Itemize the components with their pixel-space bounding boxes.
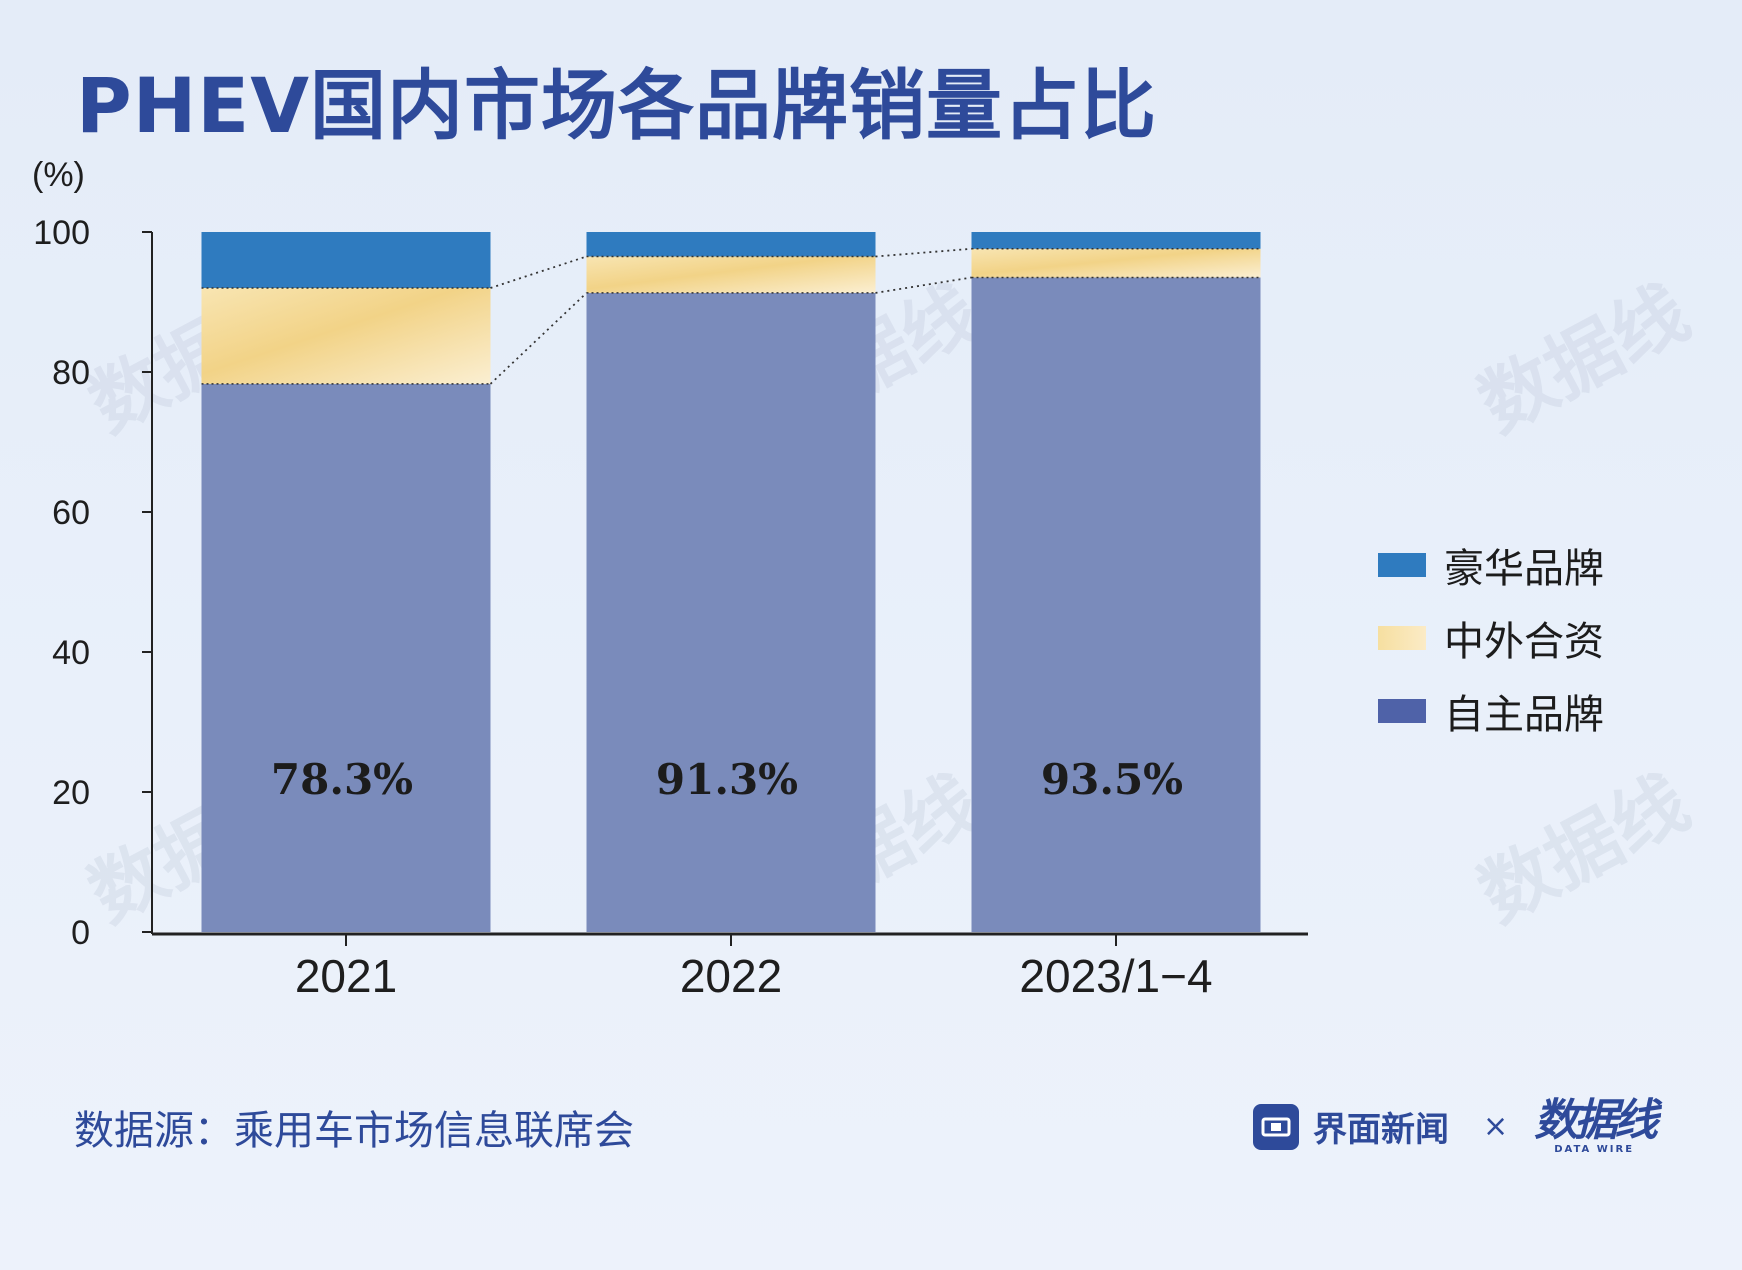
bar-segment-domestic: [586, 292, 876, 932]
y-tick-label: 0: [71, 914, 90, 952]
datawire-logo: 数据线 DATA WIRE: [1534, 1095, 1658, 1156]
legend-label: 自主品牌: [1444, 691, 1604, 738]
bar-segment-domestic: [201, 383, 491, 932]
bar-segment-jv: [971, 248, 1261, 278]
y-tick-label: 80: [52, 354, 90, 392]
datawire-logo-text: 数据线: [1534, 1095, 1658, 1146]
data-label: 93.5%: [1041, 755, 1183, 804]
bar-segment-luxury: [586, 232, 876, 257]
connector-line: [490, 255, 587, 289]
y-tick-label: 40: [52, 634, 90, 672]
brand-separator: ×: [1483, 1109, 1509, 1144]
y-tick-label: 60: [52, 494, 90, 532]
bar-segment-jv: [586, 256, 876, 293]
chart-title: PHEV国内市场各品牌销量占比: [76, 61, 1158, 150]
legend-item-jv: 中外合资: [1378, 601, 1604, 674]
datawire-logo-subtext: DATA WIRE: [1554, 1144, 1635, 1155]
connector-line: [875, 247, 972, 258]
brand-footer: 界面新闻 × 数据线 DATA WIRE: [1253, 1095, 1658, 1156]
legend-label: 豪华品牌: [1444, 545, 1604, 592]
legend-item-domestic: 自主品牌: [1378, 674, 1604, 747]
data-label: 78.3%: [271, 755, 413, 804]
y-tick-label: 20: [52, 774, 90, 812]
brand-name: 界面新闻: [1313, 1110, 1449, 1150]
data-source-note: 数据源：乘用车市场信息联席会: [74, 1108, 634, 1154]
x-tick-label: 2023/1−4: [1019, 950, 1212, 1002]
legend-label: 中外合资: [1444, 618, 1604, 665]
y-tick-label: 100: [33, 214, 90, 252]
data-label: 91.3%: [656, 755, 798, 804]
legend: 豪华品牌 中外合资 自主品牌: [1378, 528, 1604, 747]
bar-segment-luxury: [201, 232, 491, 288]
bar-segment-luxury: [971, 232, 1261, 249]
x-tick-label: 2022: [680, 950, 782, 1002]
bar-segment-jv: [201, 288, 491, 384]
bar-segment-domestic: [971, 277, 1261, 932]
legend-swatch-domestic: [1378, 698, 1426, 723]
legend-swatch-jv: [1378, 625, 1426, 650]
connector-line: [489, 292, 588, 385]
y-axis-unit-label: (%): [32, 156, 85, 194]
connector-line: [875, 276, 972, 294]
jiemian-logo-icon: [1253, 1103, 1299, 1150]
x-tick-label: 2021: [295, 950, 397, 1002]
legend-item-luxury: 豪华品牌: [1378, 528, 1604, 601]
legend-swatch-luxury: [1378, 552, 1426, 577]
